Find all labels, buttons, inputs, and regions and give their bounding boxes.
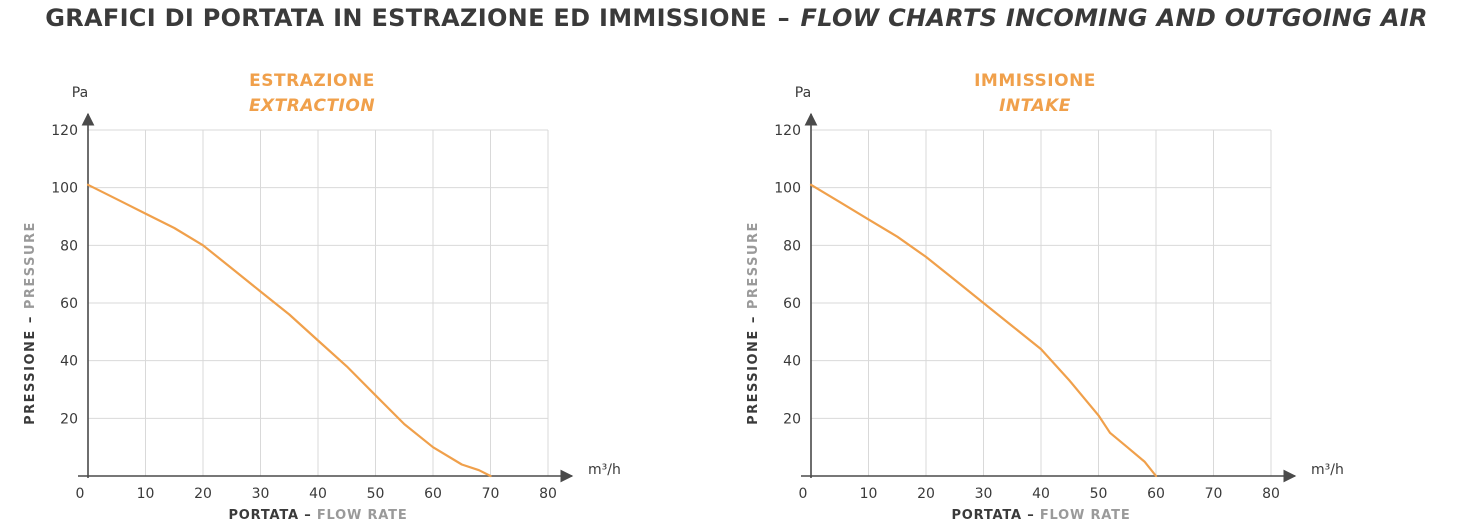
- x-tick-label: 50: [1090, 486, 1108, 502]
- x-tick-label: 0: [799, 486, 808, 502]
- y-tick-label: 80: [783, 238, 801, 254]
- y-tick-label: 120: [51, 123, 78, 139]
- x-tick-label: 30: [252, 486, 270, 502]
- series-line: [809, 183, 1158, 478]
- x-axis-label: PORTATA – FLOW RATE: [951, 508, 1130, 523]
- x-unit-label: m³/h: [1311, 462, 1344, 478]
- y-tick-label: 100: [774, 181, 801, 197]
- y-tick-label: 40: [60, 354, 78, 370]
- chart-subtitle: INTAKE: [999, 96, 1071, 116]
- x-unit-label: m³/h: [588, 462, 621, 478]
- x-axis-label: PORTATA – FLOW RATE: [228, 508, 407, 523]
- y-tick-label: 60: [783, 296, 801, 312]
- page-title-english: FLOW CHARTS INCOMING AND OUTGOING AIR: [800, 4, 1428, 32]
- x-tick-label: 80: [1262, 486, 1280, 502]
- page-title-italian: GRAFICI DI PORTATA IN ESTRAZIONE ED IMMI…: [45, 4, 767, 32]
- x-tick-label: 50: [367, 486, 385, 502]
- chart-subtitle: EXTRACTION: [249, 96, 375, 116]
- chart-2: 0 10 20 30 40 50 60 70 80 20 40 60 80 100 120 Pa m³/h IMM…: [746, 71, 1344, 523]
- x-tick-label: 70: [482, 486, 500, 502]
- y-unit-label: Pa: [72, 85, 88, 101]
- x-tick-label: 40: [1032, 486, 1050, 502]
- y-tick-label: 80: [60, 238, 78, 254]
- page-title-separator: –: [777, 4, 790, 32]
- chart-1: 0 10 20 30 40 50 60 70 80 20 40 60 80 100 120 Pa m³/h EST…: [23, 71, 621, 523]
- y-tick-label: 120: [774, 123, 801, 139]
- x-tick-label: 60: [424, 486, 442, 502]
- y-tick-label: 60: [60, 296, 78, 312]
- chart-title: ESTRAZIONE: [249, 71, 375, 91]
- x-tick-label: 0: [76, 486, 85, 502]
- page-title: GRAFICI DI PORTATA IN ESTRAZIONE ED IMMI…: [0, 4, 1473, 32]
- x-tick-label: 20: [917, 486, 935, 502]
- chart-title: IMMISSIONE: [974, 71, 1096, 91]
- y-axis-label: PRESSIONE – PRESSURE: [23, 221, 38, 425]
- x-tick-label: 30: [975, 486, 993, 502]
- x-tick-label: 10: [860, 486, 878, 502]
- y-axis-label: PRESSIONE – PRESSURE: [746, 221, 761, 425]
- x-tick-label: 40: [309, 486, 327, 502]
- y-unit-label: Pa: [795, 85, 811, 101]
- y-tick-label: 40: [783, 354, 801, 370]
- y-tick-label: 20: [783, 411, 801, 427]
- x-tick-label: 20: [194, 486, 212, 502]
- x-tick-label: 60: [1147, 486, 1165, 502]
- x-tick-label: 70: [1205, 486, 1223, 502]
- y-tick-label: 100: [51, 181, 78, 197]
- series-line: [86, 183, 492, 478]
- y-tick-label: 20: [60, 411, 78, 427]
- x-tick-label: 80: [539, 486, 557, 502]
- x-tick-label: 10: [137, 486, 155, 502]
